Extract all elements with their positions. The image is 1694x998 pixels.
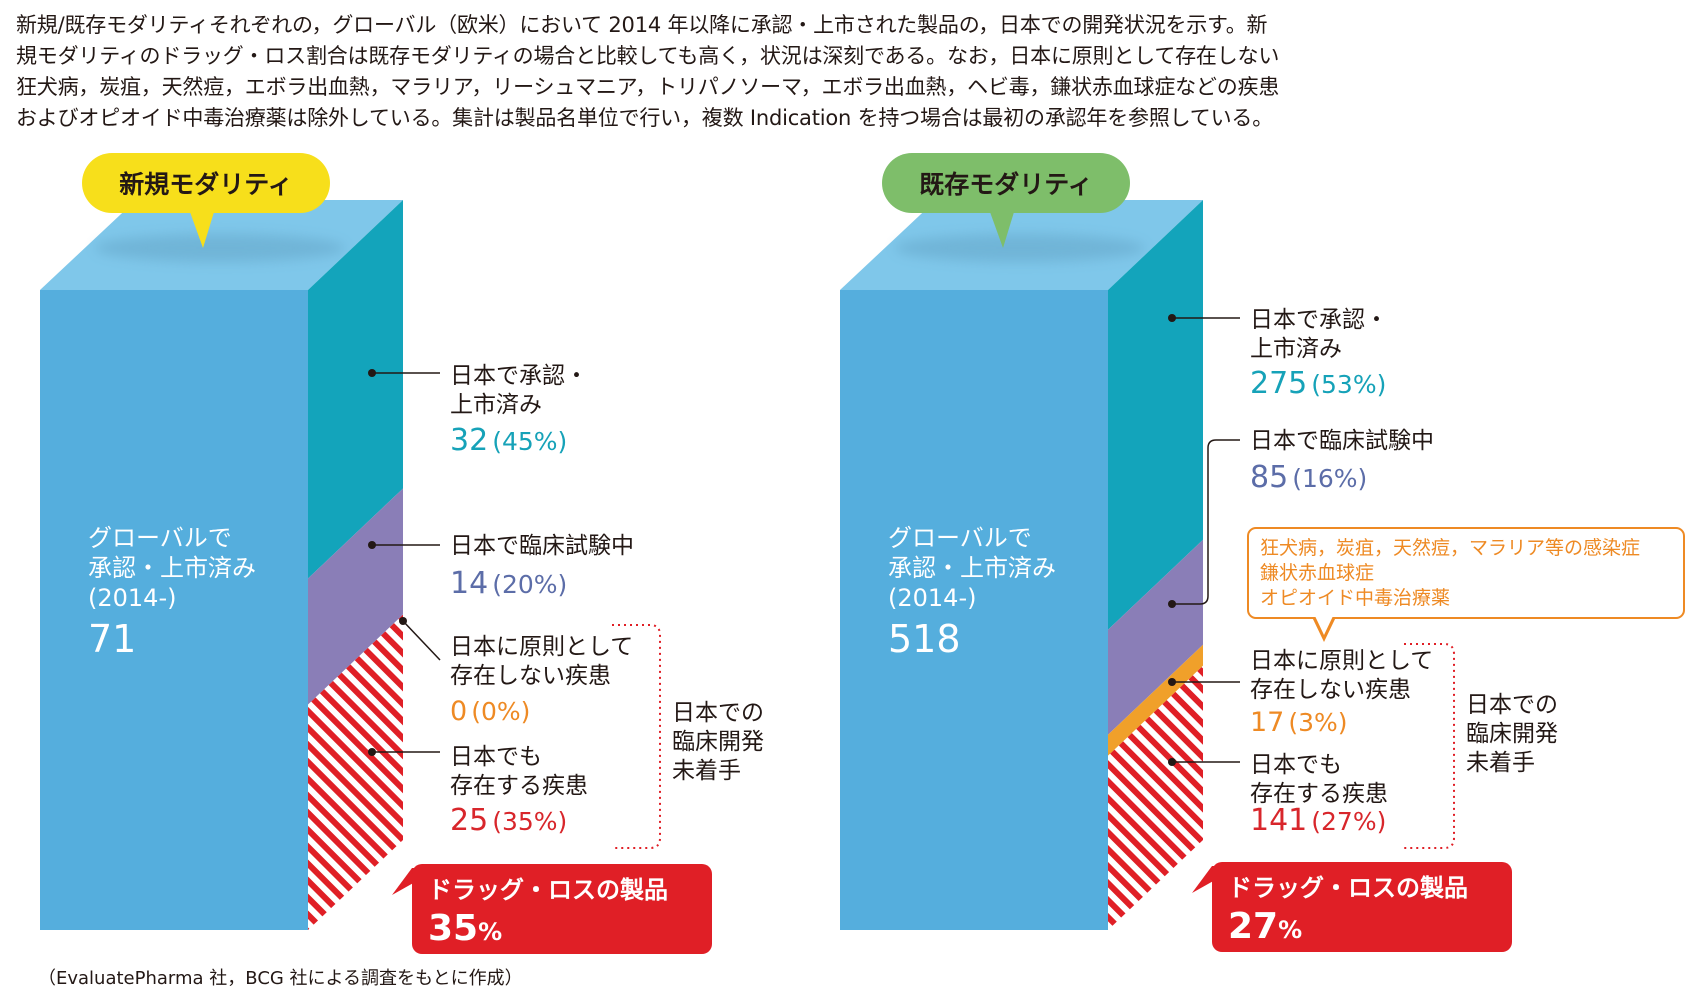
segment-label-absent: 日本に原則として 存在しない疾患 — [1250, 648, 1441, 703]
side-segment-approved — [1108, 200, 1203, 630]
segment-value-trial: 85 (16%) — [1250, 460, 1367, 495]
segment-value-approved: 275 (53%) — [1250, 366, 1386, 401]
segment-value-approved: 32 (45%) — [450, 423, 567, 458]
bracket — [612, 624, 661, 849]
callout-value: 27% — [1228, 906, 1302, 947]
side-segment-trial — [1108, 539, 1203, 735]
segment-label-loss: 日本でも 存在する疾患 — [450, 744, 588, 799]
callout-label: ドラッグ・ロスの製品 — [1228, 874, 1468, 902]
segment-label-approved: 日本で承認・ 上市済み — [1250, 307, 1395, 362]
segment-label-trial: 日本で臨床試験中 — [450, 533, 634, 559]
drug-loss-callout: ドラッグ・ロスの製品 27% — [1192, 862, 1512, 952]
intro-line: 新規/既存モダリティそれぞれの，グローバル（欧米）において 2014 年以降に承… — [16, 13, 1268, 37]
title-pill-new: 新規モダリティ — [82, 153, 330, 248]
leader-trial — [1172, 439, 1240, 605]
leader-dot — [368, 748, 376, 756]
leader-dot — [368, 369, 376, 377]
intro-text: 新規/既存モダリティそれぞれの，グローバル（欧米）において 2014 年以降に承… — [16, 10, 1396, 134]
side-segment-drug-loss — [1108, 665, 1203, 930]
leader-dot — [399, 617, 407, 625]
callout-value: 35% — [428, 908, 502, 949]
intro-line: およびオピオイド中毒治療薬は除外している。集計は製品名単位で行い，複数 Indi… — [16, 106, 1273, 130]
segment-value-absent: 17 (3%) — [1250, 707, 1348, 738]
note-text: 狂犬病，炭疽，天然痘，マラリア等の感染症 鎌状赤血球症 オピオイド中毒治療薬 — [1260, 537, 1646, 609]
leader-dot — [1168, 600, 1176, 608]
leader-dot — [1168, 678, 1176, 686]
side-segment-trial — [308, 488, 403, 705]
segment-label-absent: 日本に原則として 存在しない疾患 — [450, 634, 641, 689]
leader-absent — [402, 620, 441, 661]
top-shadow — [95, 234, 345, 262]
chart-existing-modality: 既存モダリティ グローバルで 承認・上市済み (2014-) 518 日本で承認… — [840, 153, 1685, 952]
side-segment-approved — [308, 200, 403, 579]
total-value: 71 — [88, 617, 136, 661]
box-front-total — [40, 290, 308, 930]
intro-line: 規モダリティのドラッグ・ロス割合は既存モダリティの場合と比較しても高く，状況は深… — [16, 44, 1280, 68]
bracket-label: 日本での 臨床開発 未着手 — [672, 700, 771, 784]
excluded-disease-note: 狂犬病，炭疽，天然痘，マラリア等の感染症 鎌状赤血球症 オピオイド中毒治療薬 — [1247, 527, 1685, 642]
total-value: 518 — [888, 617, 961, 661]
side-segment-absent-disease — [1108, 644, 1203, 756]
segment-value-trial: 14 (20%) — [450, 566, 567, 601]
total-label: グローバルで 承認・上市済み (2014-) — [88, 524, 264, 612]
top-shadow — [895, 234, 1145, 262]
leader-dot — [1168, 314, 1176, 322]
title-pill-existing: 既存モダリティ — [882, 153, 1130, 248]
total-label: グローバルで 承認・上市済み (2014-) — [888, 524, 1064, 612]
segment-label-loss: 日本でも 存在する疾患 — [1250, 752, 1388, 807]
segment-label-trial: 日本で臨床試験中 — [1250, 428, 1434, 454]
box-front-total — [840, 290, 1108, 930]
leader-dot — [368, 541, 376, 549]
intro-line: 狂犬病，炭疽，天然痘，エボラ出血熱，マラリア，リーシュマニア，トリパノソーマ，エ… — [16, 75, 1280, 99]
source-note: （EvaluatePharma 社，BCG 社による調査をもとに作成） — [38, 968, 523, 989]
chart-new-modality: 新規モダリティ グローバルで 承認・上市済み (2014-) 71 日本で承認・… — [40, 153, 771, 954]
side-segment-drug-loss — [308, 614, 403, 930]
drug-loss-callout: ドラッグ・ロスの製品 35% — [392, 864, 712, 954]
chart-title: 新規モダリティ — [119, 170, 293, 199]
bracket-label: 日本での 臨床開発 未着手 — [1466, 692, 1565, 776]
chart-title: 既存モダリティ — [919, 170, 1093, 199]
callout-label: ドラッグ・ロスの製品 — [428, 876, 668, 904]
leader-dot — [1168, 758, 1176, 766]
segment-label-approved: 日本で承認・ 上市済み — [450, 363, 595, 418]
bracket — [1404, 643, 1455, 849]
segment-value-loss: 25 (35%) — [450, 803, 567, 838]
segment-value-absent: 0 (0%) — [450, 696, 530, 727]
segment-value-loss: 141 (27%) — [1250, 803, 1386, 838]
